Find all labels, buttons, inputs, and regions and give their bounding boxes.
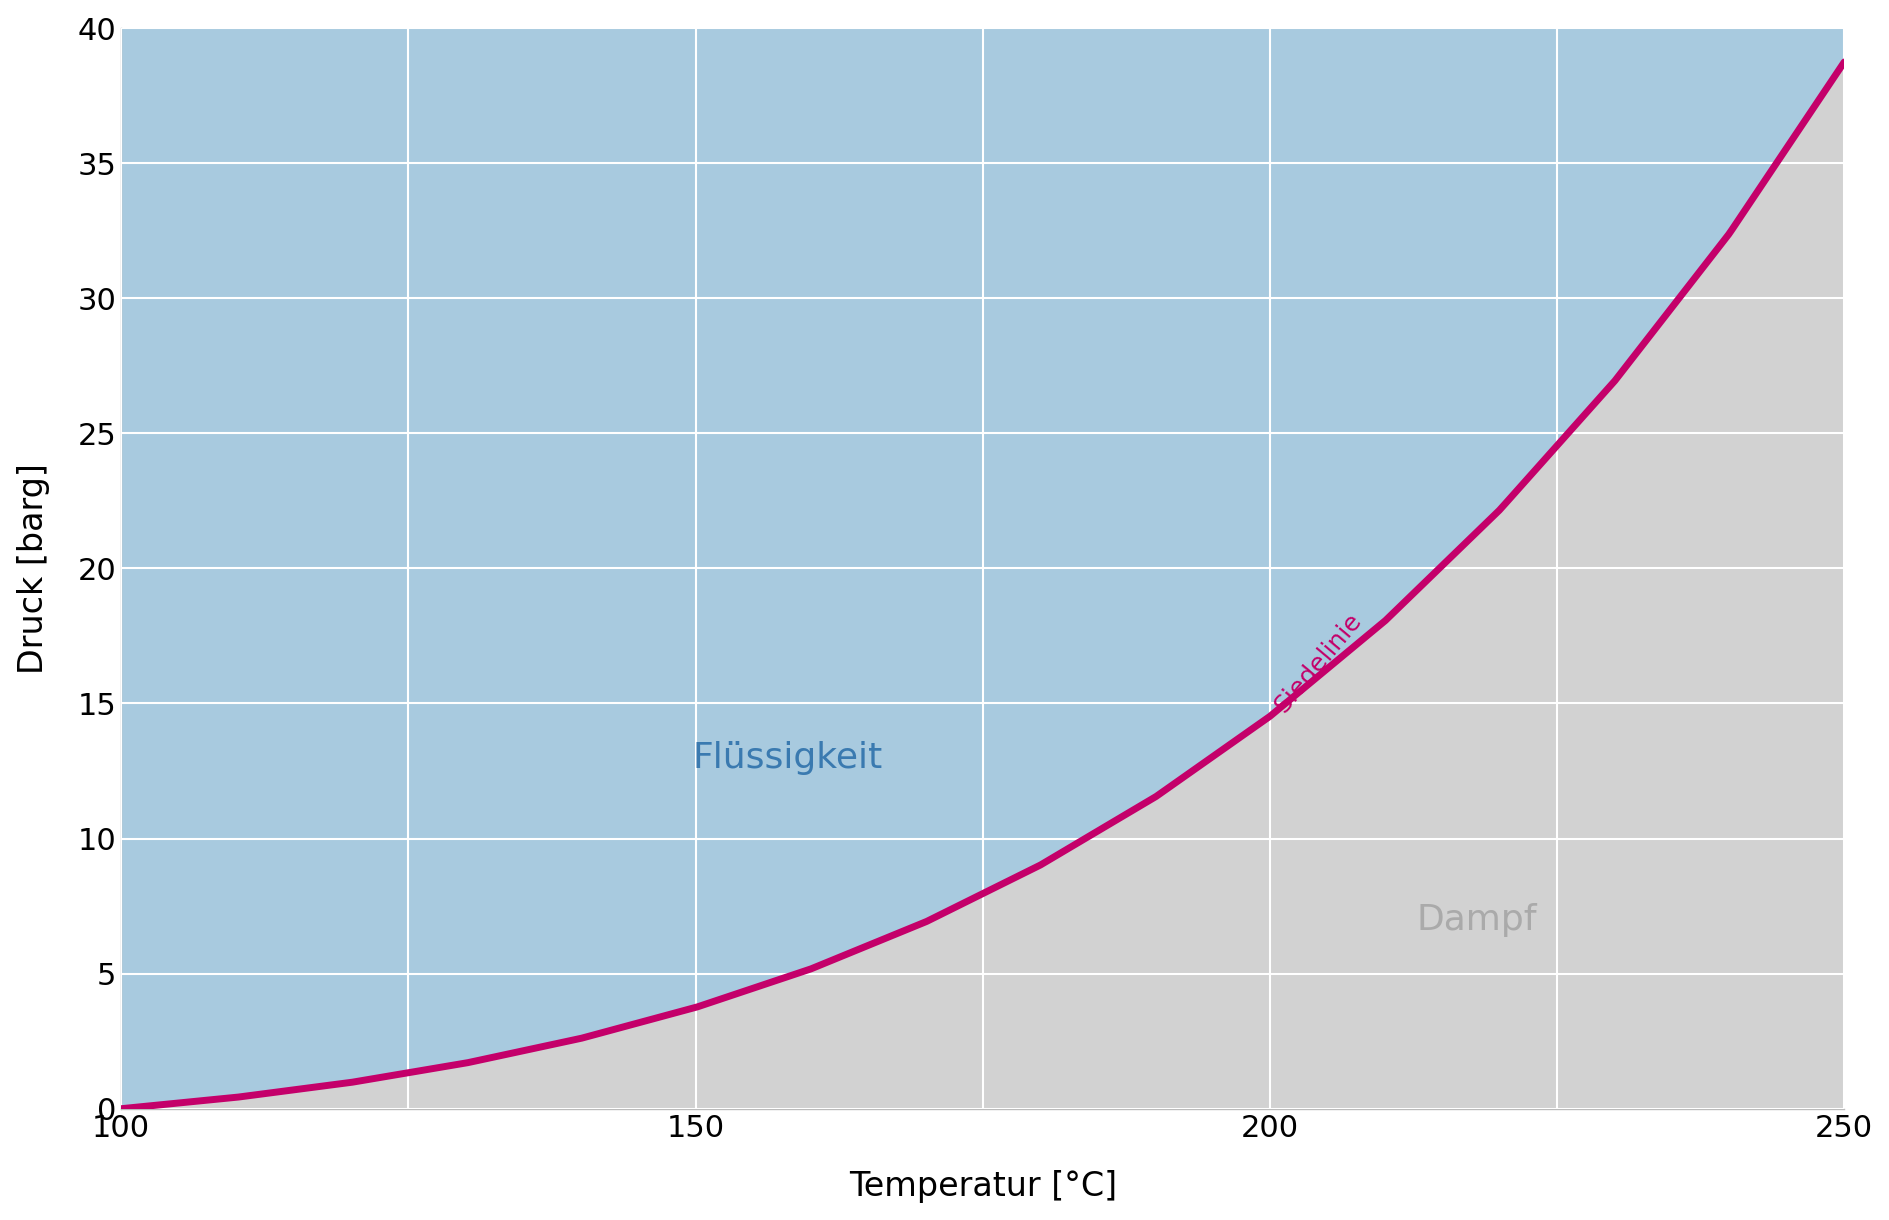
Text: Flüssigkeit: Flüssigkeit bbox=[691, 741, 882, 775]
Text: Dampf: Dampf bbox=[1415, 903, 1536, 937]
Y-axis label: Druck [barg]: Druck [barg] bbox=[17, 464, 49, 673]
Text: Siedelinie: Siedelinie bbox=[1269, 609, 1366, 717]
Polygon shape bbox=[121, 62, 1844, 1109]
X-axis label: Temperatur [°C]: Temperatur [°C] bbox=[848, 1170, 1116, 1203]
